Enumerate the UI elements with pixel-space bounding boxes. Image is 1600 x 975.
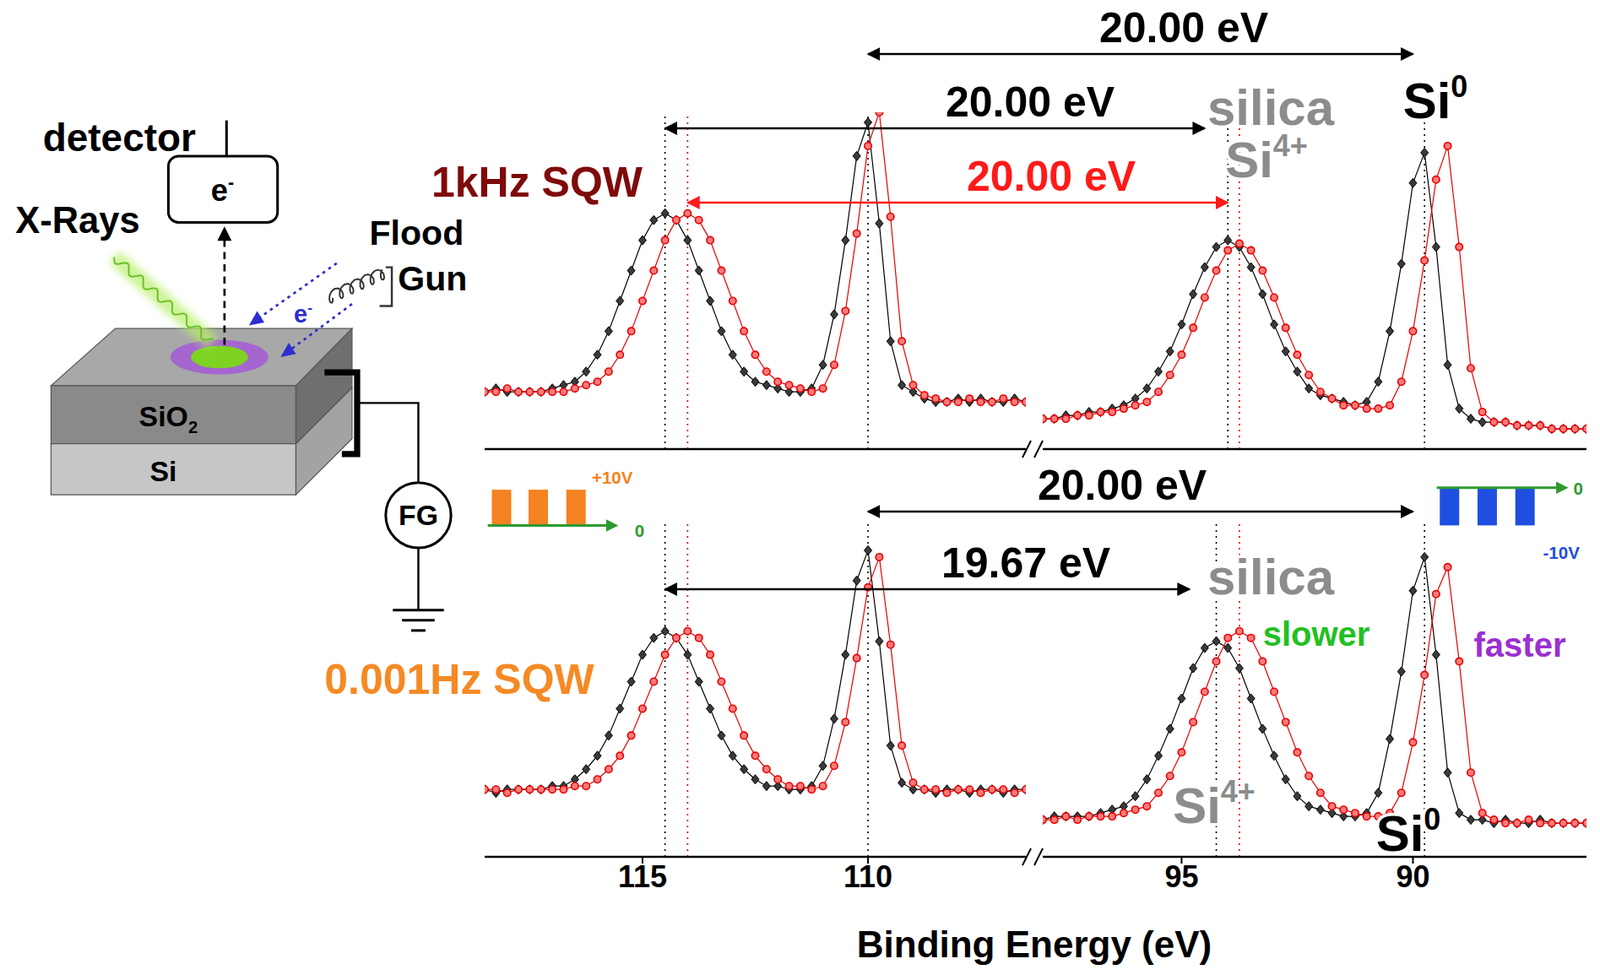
svg-text:FG: FG: [398, 498, 439, 532]
svg-text:20.00 eV: 20.00 eV: [1099, 4, 1270, 52]
svg-text:slower: slower: [1263, 615, 1371, 653]
svg-text:X-Rays: X-Rays: [15, 200, 140, 241]
svg-text:+10V: +10V: [591, 467, 634, 488]
svg-text:20.00 eV: 20.00 eV: [945, 78, 1116, 126]
svg-text:Si0: Si0: [1403, 69, 1469, 130]
svg-text:detector: detector: [43, 115, 196, 160]
svg-text:20.00 eV: 20.00 eV: [1037, 461, 1208, 510]
svg-text:SiO2: SiO2: [139, 400, 199, 436]
svg-text:0.001Hz SQW: 0.001Hz SQW: [324, 656, 595, 704]
svg-text:Flood: Flood: [368, 213, 464, 253]
svg-text:Si4+: Si4+: [1225, 128, 1308, 189]
svg-text:0: 0: [634, 520, 645, 541]
svg-text:silica: silica: [1207, 79, 1335, 136]
svg-text:0: 0: [1573, 478, 1584, 499]
svg-text:1kHz SQW: 1kHz SQW: [431, 158, 644, 207]
svg-text:faster: faster: [1474, 626, 1567, 664]
svg-text:90: 90: [1395, 859, 1430, 895]
svg-text:95: 95: [1164, 859, 1199, 895]
svg-text:-10V: -10V: [1542, 542, 1580, 563]
svg-text:Gun: Gun: [397, 259, 467, 299]
svg-text:e-: e-: [211, 171, 234, 208]
svg-text:Binding Energy (eV): Binding Energy (eV): [856, 923, 1212, 966]
svg-text:115: 115: [618, 859, 668, 895]
svg-text:20.00 eV: 20.00 eV: [966, 152, 1137, 201]
svg-text:19.67 eV: 19.67 eV: [941, 539, 1112, 587]
svg-text:Si0: Si0: [1376, 802, 1442, 863]
svg-text:Si: Si: [149, 455, 177, 488]
svg-text:e-: e-: [293, 298, 313, 328]
svg-text:silica: silica: [1207, 548, 1335, 606]
svg-text:110: 110: [843, 859, 893, 895]
svg-text:Si4+: Si4+: [1172, 774, 1256, 835]
